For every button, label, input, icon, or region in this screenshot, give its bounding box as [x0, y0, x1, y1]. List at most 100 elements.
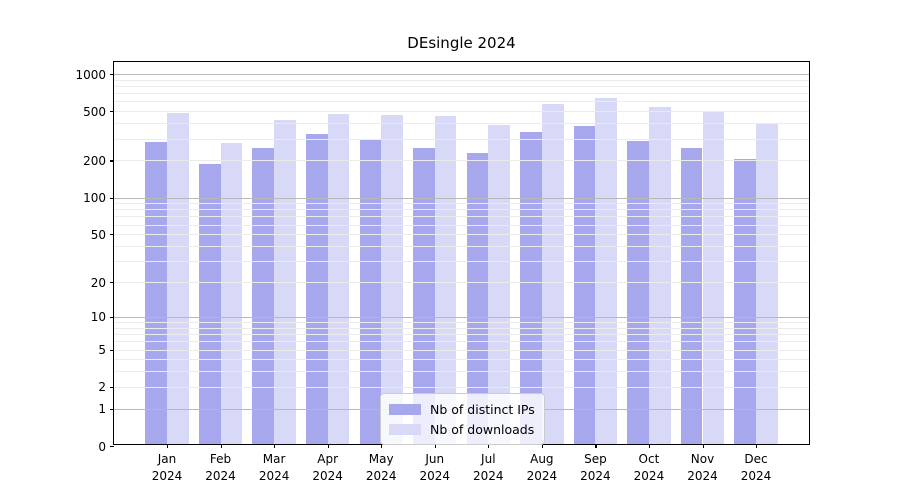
gridline-minor-y-500 — [114, 111, 809, 113]
bar-downloads-apr-2024 — [327, 113, 350, 444]
bar-downloads-feb-2024 — [220, 142, 243, 444]
gridline-major-y-1000 — [114, 74, 809, 75]
gridline-major-y-10 — [114, 316, 809, 318]
gridline-minor-y-5 — [114, 349, 809, 351]
bars-layer — [114, 62, 809, 444]
bar-ips-dec-2024 — [734, 158, 757, 444]
bar-ips-may-2024 — [359, 139, 382, 444]
gridline-minor-y-800 — [114, 86, 809, 87]
y-tick-label-10: 10 — [90, 310, 106, 325]
x-tick-may-2024 — [381, 444, 383, 448]
legend-swatch-downloads — [389, 423, 421, 435]
x-tick-label-aug-2024: Aug 2024 — [526, 452, 558, 483]
y-tick-50 — [110, 234, 114, 236]
x-tick-label-jan-2024: Jan 2024 — [151, 452, 183, 483]
x-tick-dec-2024 — [756, 444, 758, 448]
x-tick-label-mar-2024: Mar 2024 — [258, 452, 290, 483]
x-tick-label-nov-2024: Nov 2024 — [687, 452, 718, 483]
y-tick-label-20: 20 — [90, 275, 106, 290]
legend: Nb of distinct IPs Nb of downloads — [380, 393, 545, 445]
gridline-minor-y-3 — [114, 371, 809, 373]
chart-title: DEsingle 2024 — [407, 34, 516, 52]
gridline-minor-y-300 — [114, 138, 809, 140]
y-tick-label-500: 500 — [83, 104, 106, 119]
gridline-minor-y-600 — [114, 101, 809, 103]
y-tick-2 — [110, 386, 114, 389]
gridline-minor-y-700 — [114, 93, 809, 95]
bar-ips-apr-2024 — [305, 134, 328, 444]
bar-downloads-oct-2024 — [648, 107, 671, 444]
y-tick-1000 — [110, 74, 114, 76]
gridline-minor-y-60 — [114, 224, 809, 226]
legend-item-downloads: Nb of downloads — [389, 420, 535, 438]
y-tick-label-1000: 1000 — [75, 67, 106, 82]
gridline-minor-y-900 — [114, 79, 809, 81]
y-tick-label-50: 50 — [90, 227, 106, 242]
bar-downloads-nov-2024 — [702, 112, 725, 444]
y-tick-label-5: 5 — [98, 343, 106, 358]
y-tick-0 — [110, 446, 114, 448]
gridline-major-y-100 — [114, 197, 809, 199]
bar-downloads-mar-2024 — [274, 119, 296, 444]
x-tick-label-oct-2024: Oct 2024 — [633, 452, 665, 483]
y-tick-label-200: 200 — [83, 153, 106, 168]
gridline-minor-y-8 — [114, 327, 809, 329]
gridline-minor-y-20 — [114, 282, 809, 284]
gridline-minor-y-70 — [114, 216, 809, 218]
x-tick-label-sep-2024: Sep 2024 — [580, 452, 611, 483]
plot-area: 0 1 2 5 10 20 50 100 200 500 1000 Jan 2024 Feb 2024… — [75, 61, 810, 483]
x-tick-label-jul-2024: Jul 2024 — [473, 452, 504, 483]
x-tick-oct-2024 — [648, 444, 651, 448]
legend-swatch-distinct-ips — [389, 403, 421, 415]
x-tick-label-jun-2024: Jun 2024 — [419, 452, 451, 483]
y-tick-label-100: 100 — [83, 191, 106, 205]
x-tick-label-may-2024: May 2024 — [365, 452, 397, 483]
bar-downloads-jan-2024 — [167, 112, 189, 444]
x-tick-sep-2024 — [595, 444, 597, 448]
bar-ips-mar-2024 — [252, 147, 275, 444]
bar-ips-jan-2024 — [145, 141, 167, 444]
x-tick-label-apr-2024: Apr 2024 — [312, 452, 343, 483]
legend-item-distinct-ips: Nb of distinct IPs — [389, 400, 535, 418]
y-tick-label-1: 1 — [98, 402, 106, 417]
legend-label-distinct-ips: Nb of distinct IPs — [430, 401, 535, 417]
bar-ips-oct-2024 — [627, 141, 649, 444]
gridline-minor-y-6 — [114, 341, 809, 343]
x-tick-apr-2024 — [327, 444, 329, 448]
bar-ips-sep-2024 — [573, 126, 596, 444]
x-tick-label-feb-2024: Feb 2024 — [205, 452, 236, 483]
gridline-minor-y-30 — [114, 261, 809, 263]
y-tick-label-2: 2 — [98, 380, 106, 395]
x-tick-nov-2024 — [702, 444, 704, 448]
gridline-minor-y-80 — [114, 209, 809, 211]
y-tick-500 — [110, 111, 114, 113]
y-tick-5 — [110, 349, 114, 351]
gridline-minor-y-40 — [114, 246, 809, 248]
y-tick-20 — [110, 282, 114, 284]
x-tick-label-dec-2024: Dec 2024 — [740, 452, 772, 483]
x-tick-feb-2024 — [220, 444, 222, 448]
legend-label-downloads: Nb of downloads — [430, 421, 535, 437]
bar-downloads-sep-2024 — [595, 97, 618, 444]
x-tick-mar-2024 — [274, 444, 276, 448]
grid-layer — [114, 62, 809, 444]
x-tick-jan-2024 — [167, 444, 169, 448]
gridline-minor-y-400 — [114, 123, 809, 125]
gridline-minor-y-50 — [114, 234, 809, 236]
gridline-minor-y-2 — [114, 386, 809, 388]
gridline-minor-y-4 — [114, 359, 809, 361]
bar-ips-feb-2024 — [198, 164, 221, 444]
x-tick-jul-2024 — [488, 444, 490, 448]
bar-downloads-dec-2024 — [756, 123, 778, 444]
y-tick-10 — [110, 316, 114, 319]
y-tick-100 — [110, 197, 114, 199]
gridline-minor-y-200 — [114, 160, 809, 162]
y-tick-200 — [110, 160, 114, 162]
x-tick-aug-2024 — [541, 444, 544, 448]
bar-downloads-aug-2024 — [541, 103, 564, 444]
x-tick-jun-2024 — [434, 444, 436, 448]
y-tick-label-0: 0 — [98, 439, 106, 454]
gridline-minor-y-9 — [114, 322, 809, 324]
bar-ips-nov-2024 — [680, 148, 703, 444]
